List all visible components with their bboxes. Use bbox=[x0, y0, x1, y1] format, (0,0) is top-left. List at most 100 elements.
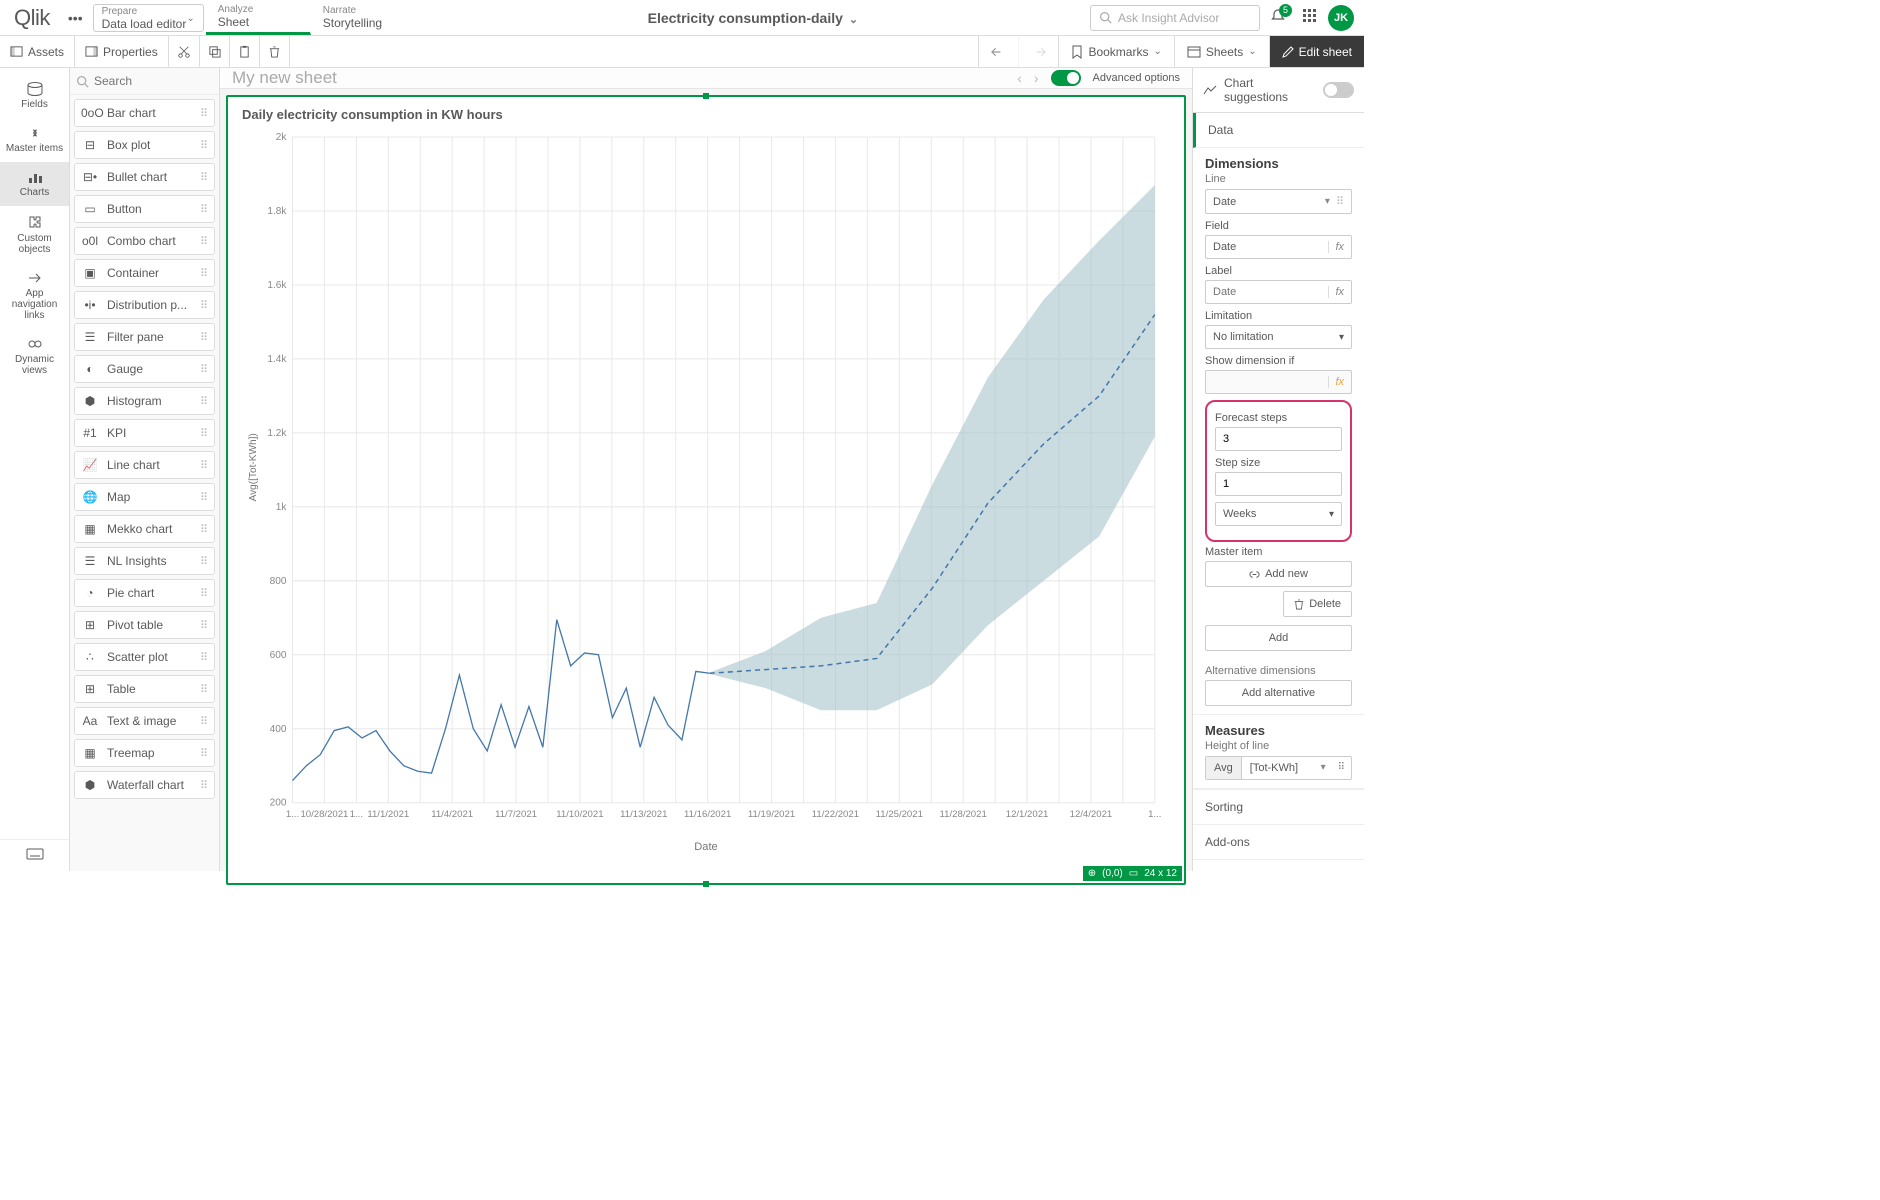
chart-type-item[interactable]: #1KPI⠿ bbox=[74, 419, 215, 447]
rail-dynamic[interactable]: Dynamic views bbox=[0, 329, 69, 384]
fx-icon[interactable]: fx bbox=[1328, 241, 1344, 253]
app-title[interactable]: Electricity consumption-daily⌄ bbox=[416, 10, 1090, 26]
step-unit-select[interactable]: Weeks▾ bbox=[1215, 502, 1342, 526]
nav-prepare[interactable]: Prepare Data load editor ⌄ bbox=[93, 4, 204, 32]
chart-type-item[interactable]: 0oOBar chart⠿ bbox=[74, 99, 215, 127]
prev-sheet[interactable]: ‹ bbox=[1017, 70, 1022, 86]
chart-type-item[interactable]: ▭Button⠿ bbox=[74, 195, 215, 223]
delete-button[interactable] bbox=[260, 36, 290, 67]
grip-icon[interactable]: ⠿ bbox=[200, 651, 208, 664]
redo-button[interactable] bbox=[1018, 36, 1058, 67]
grip-icon[interactable]: ⠿ bbox=[200, 107, 208, 120]
insight-search[interactable]: Ask Insight Advisor bbox=[1090, 5, 1260, 31]
chart-type-item[interactable]: ⬢Histogram⠿ bbox=[74, 387, 215, 415]
add-new-master-button[interactable]: Add new bbox=[1205, 561, 1352, 587]
chart-type-item[interactable]: ⬢Waterfall chart⠿ bbox=[74, 771, 215, 799]
copy-button[interactable] bbox=[200, 36, 230, 67]
grip-icon[interactable]: ⠿ bbox=[200, 683, 208, 696]
chart-type-item[interactable]: ⊟Box plot⠿ bbox=[74, 131, 215, 159]
chart-type-item[interactable]: ☰Filter pane⠿ bbox=[74, 323, 215, 351]
grip-icon[interactable]: ⠿ bbox=[200, 747, 208, 760]
nav-analyze[interactable]: Analyze Sheet bbox=[206, 0, 311, 35]
limitation-select[interactable]: No limitation▾ bbox=[1205, 325, 1352, 349]
chart-type-item[interactable]: ☰NL Insights⠿ bbox=[74, 547, 215, 575]
fx-icon[interactable]: fx bbox=[1328, 286, 1344, 298]
notifications-button[interactable]: 5 bbox=[1264, 8, 1292, 27]
chart-object[interactable]: Daily electricity consumption in KW hour… bbox=[226, 95, 1186, 885]
grip-icon[interactable]: ⠿ bbox=[200, 395, 208, 408]
grip-icon[interactable]: ⠿ bbox=[200, 715, 208, 728]
grip-icon[interactable]: ⠿ bbox=[200, 587, 208, 600]
rail-keyboard[interactable] bbox=[0, 839, 69, 871]
rail-custom[interactable]: Custom objects bbox=[0, 206, 69, 263]
chart-search[interactable] bbox=[70, 68, 219, 95]
grip-icon[interactable]: ⠿ bbox=[200, 619, 208, 632]
chart-type-item[interactable]: ▦Mekko chart⠿ bbox=[74, 515, 215, 543]
chart-type-item[interactable]: 🌐Map⠿ bbox=[74, 483, 215, 511]
chart-type-item[interactable]: 📈Line chart⠿ bbox=[74, 451, 215, 479]
grip-icon[interactable]: ⠿ bbox=[200, 331, 208, 344]
step-size-input[interactable] bbox=[1215, 472, 1342, 496]
add-alternative-button[interactable]: Add alternative bbox=[1205, 680, 1352, 706]
label-input[interactable]: fx bbox=[1205, 280, 1352, 304]
grip-icon[interactable]: ⠿ bbox=[200, 235, 208, 248]
app-launcher[interactable] bbox=[1296, 8, 1324, 27]
bookmarks-menu[interactable]: Bookmarks⌄ bbox=[1058, 36, 1173, 67]
appearance-accordion[interactable]: Appearance bbox=[1193, 859, 1364, 871]
assets-toggle[interactable]: Assets bbox=[0, 36, 75, 67]
dimension-date[interactable]: Date ▾ ⠿ bbox=[1205, 189, 1352, 214]
next-sheet[interactable]: › bbox=[1034, 70, 1039, 86]
grip-icon[interactable]: ⠿ bbox=[200, 555, 208, 568]
grip-icon[interactable]: ⠿ bbox=[200, 363, 208, 376]
grip-icon[interactable]: ⠿ bbox=[200, 779, 208, 792]
chart-type-item[interactable]: ⊞Table⠿ bbox=[74, 675, 215, 703]
cut-button[interactable] bbox=[169, 36, 200, 67]
chart-type-item[interactable]: AaText & image⠿ bbox=[74, 707, 215, 735]
rail-charts[interactable]: Charts bbox=[0, 162, 69, 206]
grip-icon[interactable]: ⠿ bbox=[200, 171, 208, 184]
grip-icon[interactable]: ⠿ bbox=[200, 139, 208, 152]
rail-fields[interactable]: Fields bbox=[0, 74, 69, 118]
grip-icon[interactable]: ⠿ bbox=[200, 203, 208, 216]
grip-icon[interactable]: ⠿ bbox=[200, 523, 208, 536]
grip-icon[interactable]: ⠿ bbox=[200, 491, 208, 504]
advanced-toggle[interactable] bbox=[1051, 70, 1081, 86]
delete-dim-button[interactable]: Delete bbox=[1283, 591, 1352, 617]
show-dim-if-input[interactable]: fx bbox=[1205, 370, 1352, 394]
more-menu[interactable]: ••• bbox=[60, 10, 91, 26]
undo-button[interactable] bbox=[978, 36, 1018, 67]
field-input[interactable]: Datefx bbox=[1205, 235, 1352, 259]
grip-icon[interactable]: ⠿ bbox=[200, 459, 208, 472]
rail-master[interactable]: Master items bbox=[0, 118, 69, 162]
rail-appnav[interactable]: App navigation links bbox=[0, 263, 69, 329]
fx-icon[interactable]: fx bbox=[1328, 376, 1344, 388]
chart-type-item[interactable]: o0lCombo chart⠿ bbox=[74, 227, 215, 255]
properties-toggle[interactable]: Properties bbox=[75, 36, 169, 67]
chart-type-item[interactable]: ◔Pie chart⠿ bbox=[74, 579, 215, 607]
grip-icon[interactable]: ⠿ bbox=[200, 267, 208, 280]
user-avatar[interactable]: JK bbox=[1328, 5, 1354, 31]
paste-button[interactable] bbox=[230, 36, 260, 67]
grip-icon[interactable]: ⠿ bbox=[200, 299, 208, 312]
chart-type-item[interactable]: ▦Treemap⠿ bbox=[74, 739, 215, 767]
chart-type-item[interactable]: ⊟•Bullet chart⠿ bbox=[74, 163, 215, 191]
grip-icon[interactable]: ⠿ bbox=[200, 427, 208, 440]
suggestions-toggle[interactable] bbox=[1323, 82, 1354, 98]
data-header[interactable]: Data bbox=[1193, 113, 1364, 148]
chart-type-item[interactable]: ⊞Pivot table⠿ bbox=[74, 611, 215, 639]
nav-narrate[interactable]: Narrate Storytelling bbox=[311, 0, 416, 35]
chart-type-item[interactable]: ▣Container⠿ bbox=[74, 259, 215, 287]
chart-type-item[interactable]: ◐Gauge⠿ bbox=[74, 355, 215, 383]
add-dim-button[interactable]: Add bbox=[1205, 625, 1352, 651]
edit-sheet-button[interactable]: Edit sheet bbox=[1269, 36, 1364, 67]
grip-icon[interactable]: ⠿ bbox=[1332, 757, 1351, 779]
sorting-accordion[interactable]: Sorting bbox=[1193, 789, 1364, 824]
sheet-title[interactable]: My new sheet bbox=[232, 68, 337, 88]
grip-icon[interactable]: ⠿ bbox=[1336, 195, 1344, 208]
addons-accordion[interactable]: Add-ons bbox=[1193, 824, 1364, 859]
chart-type-item[interactable]: ∴Scatter plot⠿ bbox=[74, 643, 215, 671]
sheets-menu[interactable]: Sheets⌄ bbox=[1174, 36, 1269, 67]
forecast-steps-input[interactable] bbox=[1215, 427, 1342, 451]
measure-item[interactable]: Avg [Tot-KWh] ▾ ⠿ bbox=[1205, 756, 1352, 780]
chart-type-item[interactable]: •i•Distribution p...⠿ bbox=[74, 291, 215, 319]
